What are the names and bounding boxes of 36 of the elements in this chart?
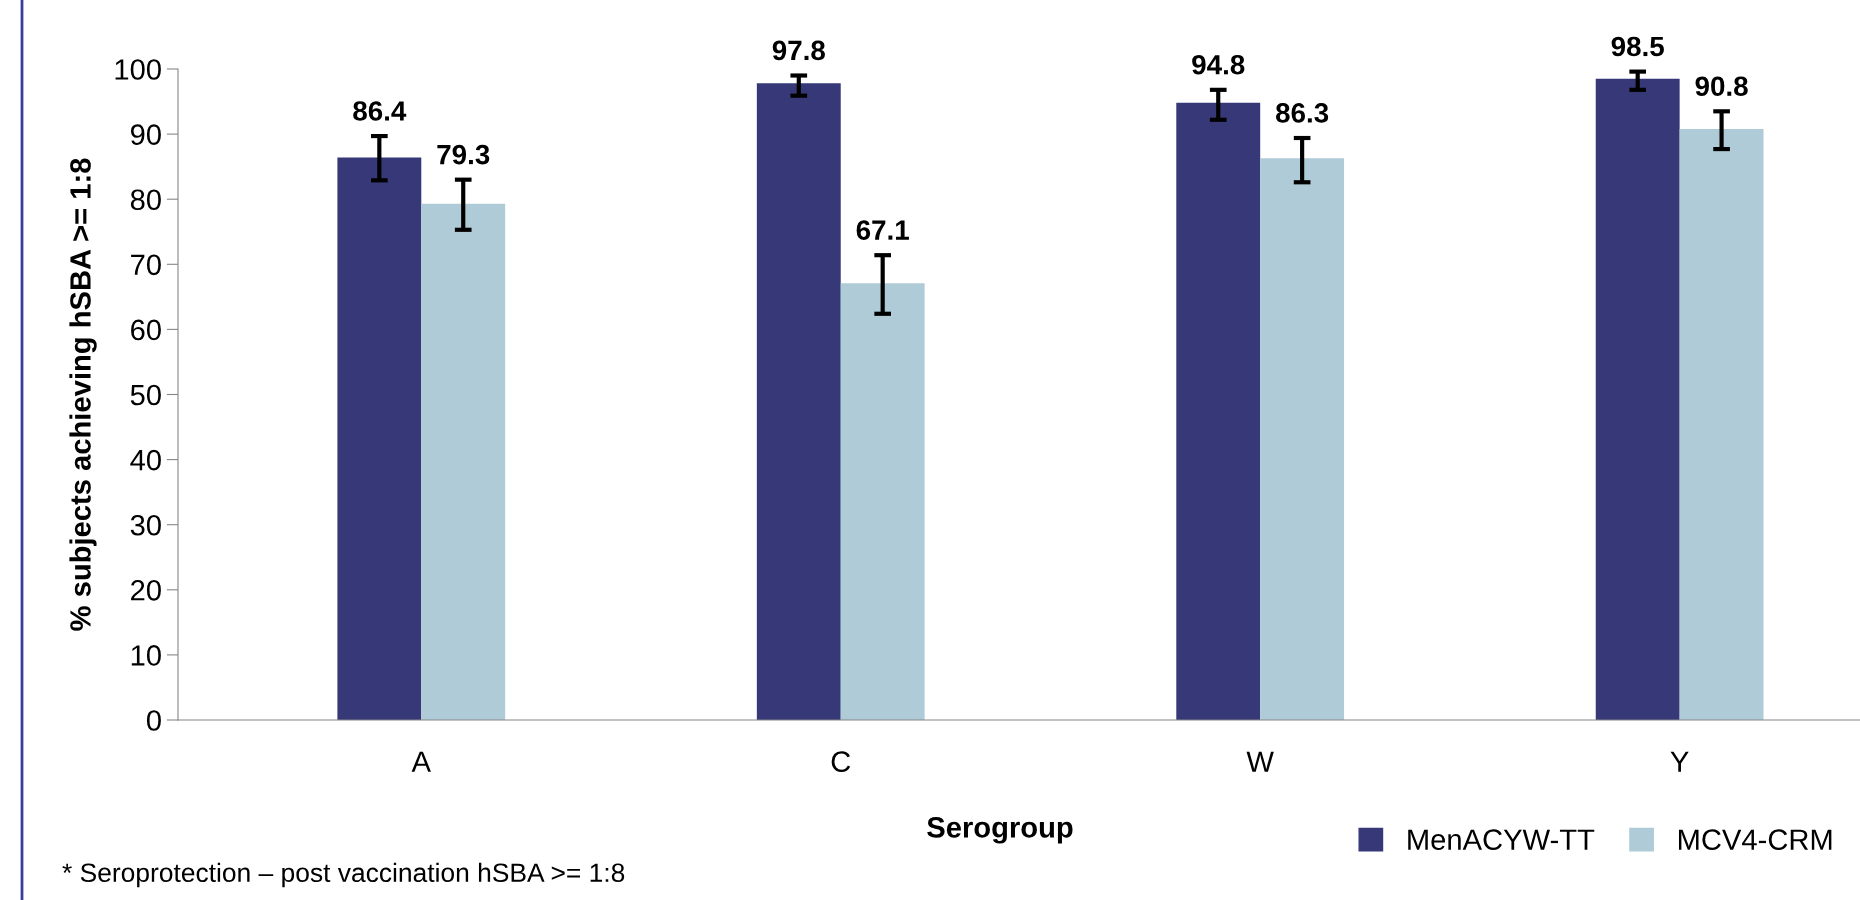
x-tick-label: A [411,751,431,772]
bar [1260,158,1345,720]
y-tick-label: 40 [130,449,161,471]
data-label: 97.8 [772,40,825,61]
x-tick-label: C [831,751,851,772]
legend-label: MCV4-CRM [1678,829,1832,850]
y-tick-label: 60 [131,319,161,341]
y-tick-label: 100 [115,59,161,80]
x-tick-label: Y [1670,751,1689,772]
y-tick-label: 10 [131,645,161,666]
bar [1679,128,1764,720]
bar [840,283,925,720]
legend-label: MenACYW-TT [1408,829,1595,850]
y-axis-title: % subjects achieving hSBA >= 1:8 [69,158,97,631]
bar [337,157,422,720]
data-label: 94.8 [1192,54,1245,75]
y-tick-label: 20 [131,580,161,601]
data-label: 90.8 [1695,76,1748,97]
bar [1176,102,1261,720]
data-label: 86.3 [1275,103,1329,123]
y-tick-label: 70 [131,254,161,276]
y-tick-label: 50 [130,384,161,406]
y-tick-label: 80 [130,189,161,211]
bar [756,83,841,720]
x-axis-title: Serogroup [927,817,1073,844]
data-label: 98.5 [1611,36,1664,57]
data-label: 79.3 [437,144,490,165]
y-tick-label: 0 [146,710,161,731]
bar [1595,78,1680,720]
x-tick-label: W [1246,751,1274,772]
text: * Seroprotection – post vaccination hSBA >= 1:8 [62,862,625,888]
data-label: 67.1 [856,220,909,240]
y-tick-label: 30 [130,514,161,536]
y-tick-label: 90 [130,124,161,145]
data-label: 86.4 [353,101,407,121]
bar [421,203,506,720]
